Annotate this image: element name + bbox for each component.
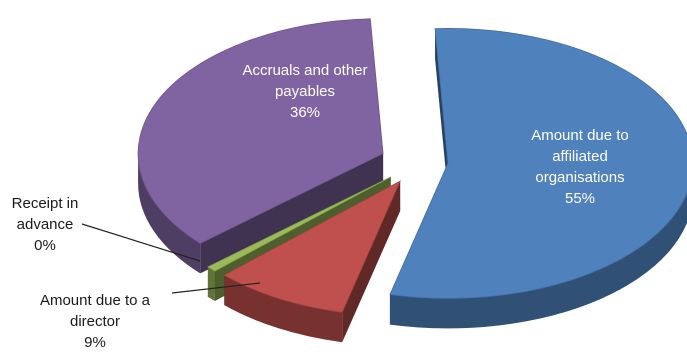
data-label-4-line-1: Accruals and other xyxy=(242,62,367,79)
data-label-4-line-2: payables xyxy=(275,83,335,100)
slice-2-wall-1 xyxy=(342,181,401,343)
slice-4-top xyxy=(137,18,384,244)
data-label-4-line-3: 36% xyxy=(290,104,320,121)
slice-1-wall-1 xyxy=(435,28,448,194)
data-label-1-line-1: Amount due to xyxy=(531,127,629,144)
data-label-1-line-3: organisations xyxy=(535,169,624,186)
data-label-4: Accruals and other payables 36% xyxy=(242,62,367,121)
slice-2-top xyxy=(223,180,401,313)
data-label-2-line-3: 9% xyxy=(84,334,106,351)
slice-1-top xyxy=(389,28,687,299)
slice-2-rim-1 xyxy=(224,275,343,343)
data-label-3-line-2: advance xyxy=(17,216,74,233)
slice-4-wall-1 xyxy=(200,153,384,274)
slice-1 xyxy=(389,28,687,329)
data-label-1-line-4: 55% xyxy=(565,190,595,207)
data-label-2: Amount due to a director 9% xyxy=(40,292,151,351)
slice-4 xyxy=(137,18,384,274)
data-label-2-line-2: director xyxy=(70,313,120,330)
slice-3-rim-1 xyxy=(207,266,215,301)
data-label-3-line-3: 0% xyxy=(34,237,56,254)
leader-line-2 xyxy=(171,282,261,294)
data-label-1-line-2: affiliated xyxy=(552,148,608,165)
data-label-1: Amount due to affiliated organisations 55% xyxy=(531,127,629,207)
slice-2 xyxy=(223,180,401,343)
data-label-3: Receipt in advance 0% xyxy=(12,195,79,254)
slice-3-top xyxy=(207,176,391,272)
data-label-3-line-1: Receipt in xyxy=(12,195,79,212)
slice-1-rim-1 xyxy=(389,192,687,329)
slice-4-rim-1 xyxy=(138,153,201,274)
data-label-2-line-1: Amount due to a xyxy=(40,292,151,309)
leader-line-3 xyxy=(81,223,201,262)
